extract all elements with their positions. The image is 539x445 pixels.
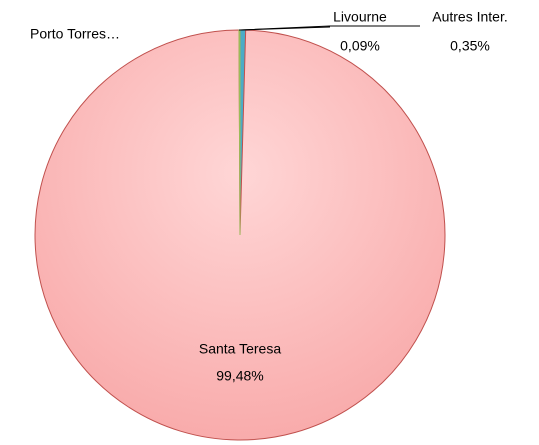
leader-line <box>238 26 331 31</box>
slice-label: Autres Inter. <box>432 9 507 25</box>
slice-label: Santa Teresa <box>199 341 281 357</box>
slice-value-label: 99,48% <box>216 368 263 384</box>
slice-label: Livourne <box>333 9 387 25</box>
slice-value-label: 0,35% <box>450 38 490 54</box>
slice-value-label: 0,09% <box>340 38 380 54</box>
slice-label: Porto Torres… <box>30 26 120 42</box>
